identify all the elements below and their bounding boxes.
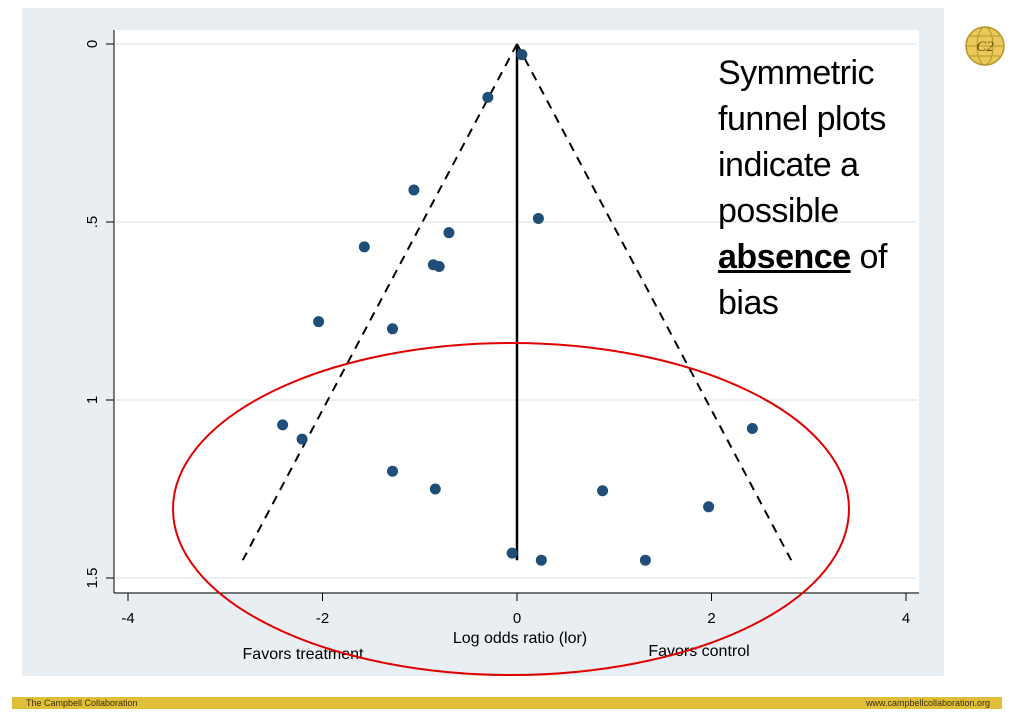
- data-point: [277, 419, 289, 431]
- annotation-text: Symmetric funnel plots indicate a possib…: [718, 50, 938, 326]
- data-point: [433, 261, 445, 272]
- annotation-emphasis: absence: [718, 238, 851, 276]
- data-point: [535, 554, 547, 566]
- data-point: [387, 465, 399, 477]
- data-point: [703, 501, 715, 513]
- x-tick-label: 0: [513, 610, 521, 627]
- data-point: [408, 184, 420, 196]
- highlight-ellipse: [172, 342, 850, 676]
- svg-text:C2: C2: [976, 39, 994, 55]
- funnel-right-boundary: [516, 43, 793, 561]
- data-point: [597, 485, 609, 497]
- data-point: [296, 433, 308, 445]
- funnel-left-boundary: [241, 43, 518, 561]
- data-point: [358, 241, 370, 253]
- data-points: [277, 49, 758, 566]
- footer-website-link[interactable]: www.campbellcollaboration.org: [865, 698, 990, 708]
- data-point: [746, 422, 758, 434]
- data-point: [443, 227, 455, 239]
- data-point: [506, 547, 518, 559]
- data-point: [639, 554, 651, 566]
- data-point: [429, 483, 441, 495]
- footer-org-name: The Campbell Collaboration: [26, 698, 138, 708]
- axes: -4 -2 0 2 4 0 .5 1 1.5: [84, 30, 919, 627]
- y-tick-label: 1: [84, 396, 101, 404]
- data-point: [313, 316, 325, 328]
- footer-bar: The Campbell Collaboration www.campbellc…: [12, 697, 1002, 709]
- data-point: [387, 323, 399, 335]
- annotation-line-1: Symmetric funnel plots indicate a possib…: [718, 54, 886, 230]
- annotation-line-2: of bias: [718, 238, 887, 322]
- funnel-lines: [241, 43, 793, 561]
- favors-control-label: Favors control: [648, 643, 749, 660]
- data-point: [516, 49, 528, 61]
- x-tick-label: -2: [316, 610, 329, 627]
- x-tick-label: 2: [707, 610, 715, 627]
- x-tick-label: 4: [902, 610, 910, 627]
- y-tick-label: 0: [84, 40, 101, 48]
- campbell-logo: C2: [965, 26, 1005, 66]
- x-axis-label: Log odds ratio (lor): [453, 630, 587, 647]
- data-point: [532, 212, 544, 224]
- y-tick-label: .5: [84, 216, 101, 229]
- y-tick-label: 1.5: [84, 568, 101, 589]
- x-tick-label: -4: [121, 610, 134, 627]
- data-point: [482, 91, 494, 103]
